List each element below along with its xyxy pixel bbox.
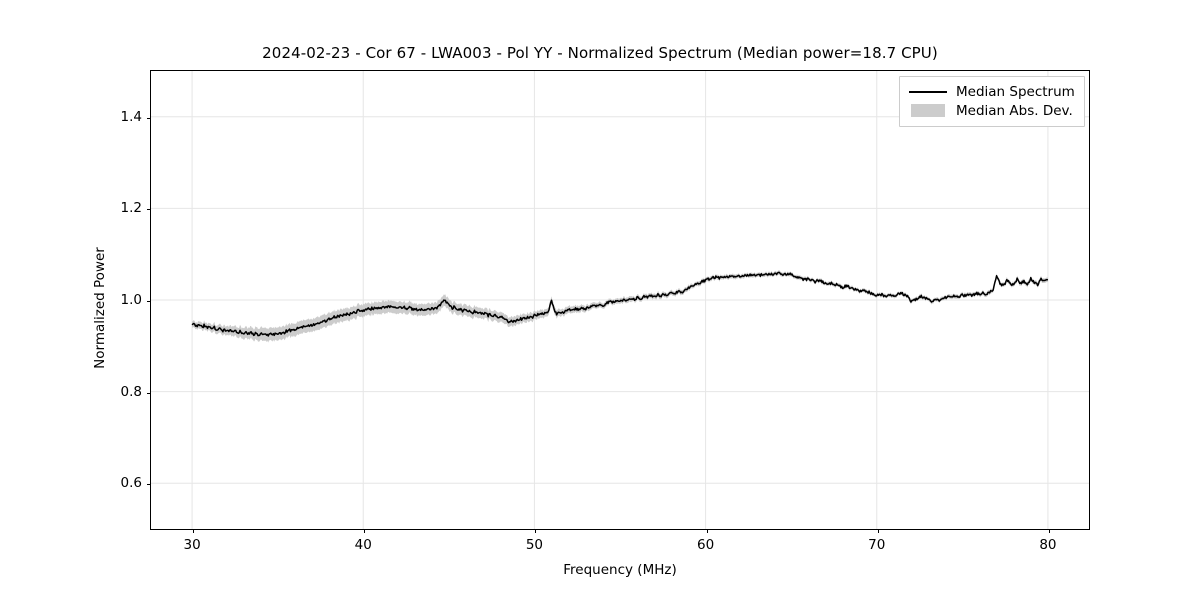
- legend-label-median-abs-dev: Median Abs. Dev.: [956, 102, 1073, 119]
- legend-patch-swatch: [909, 104, 947, 118]
- y-tick-label: 1.0: [120, 292, 142, 308]
- y-tickmark: [147, 117, 151, 119]
- y-tick-label: 1.4: [120, 108, 142, 125]
- x-tickmark: [1048, 529, 1050, 533]
- y-tickmark: [147, 392, 151, 394]
- x-axis-label: Frequency (MHz): [563, 562, 677, 578]
- y-tickmark: [147, 301, 151, 302]
- y-tickmark: [147, 209, 151, 211]
- x-tick-label: 50: [525, 537, 543, 553]
- x-tick-label: 60: [696, 537, 715, 553]
- y-tick-label: 0.8: [120, 383, 142, 400]
- y-tickmark: [147, 484, 151, 486]
- plot-axes-area: [147, 70, 1090, 533]
- x-tick-label: 40: [354, 537, 372, 553]
- x-tickmark: [877, 529, 879, 533]
- grid-lines: [151, 71, 1089, 529]
- x-tick-label: 30: [183, 537, 201, 553]
- median-spectrum-line: [191, 271, 1049, 337]
- x-tickmark: [193, 529, 195, 533]
- y-tick-label: 1.2: [120, 200, 142, 217]
- x-tickmark: [535, 529, 537, 533]
- spectrum-plot: [151, 71, 1089, 529]
- chart-legend: Median Spectrum Median Abs. Dev.: [899, 76, 1085, 127]
- x-tick-label: 70: [868, 537, 886, 553]
- y-tick-label: 0.6: [120, 475, 142, 492]
- page-title: 2024-02-23 - Cor 67 - LWA003 - Pol YY - …: [262, 44, 938, 62]
- x-tick-label: 80: [1039, 537, 1057, 553]
- legend-item-median-abs-dev: Median Abs. Dev.: [909, 101, 1075, 120]
- legend-item-median-spectrum: Median Spectrum: [909, 82, 1075, 101]
- x-tickmark: [706, 529, 708, 533]
- x-tickmark: [364, 529, 366, 533]
- median-abs-dev-band: [192, 270, 1048, 343]
- legend-line-swatch: [909, 85, 947, 99]
- legend-label-median-spectrum: Median Spectrum: [956, 83, 1075, 100]
